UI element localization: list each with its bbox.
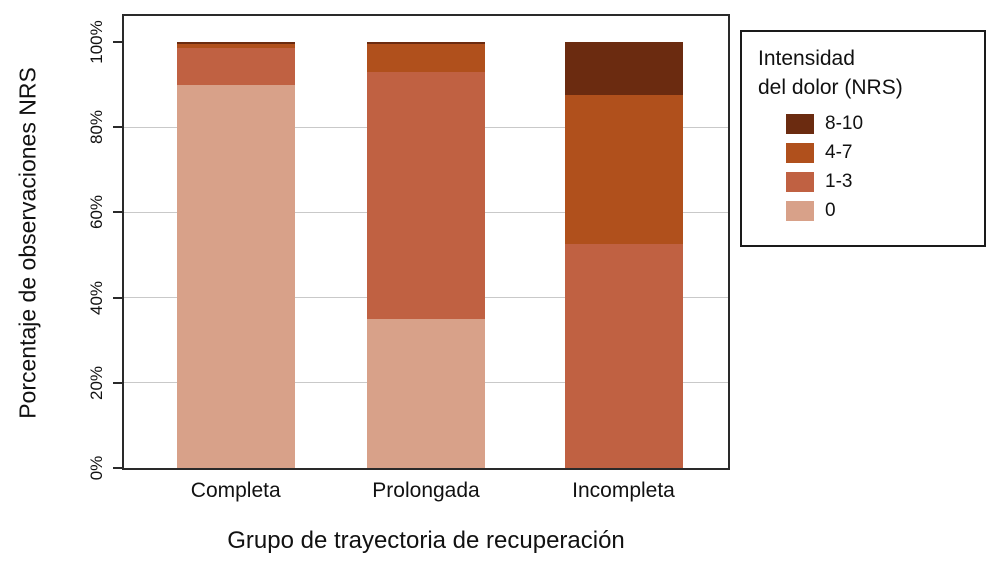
y-axis-label: Porcentaje de observaciones NRS — [14, 67, 41, 419]
y-tick-label-40: 40% — [87, 280, 106, 315]
y-tick-mark-100 — [113, 41, 122, 43]
bar-segment-incompleta-nrs-4-7 — [564, 95, 683, 245]
legend-entry-8-10: 8-10 — [786, 113, 970, 135]
x-axis-label: Grupo de trayectoria de recuperación — [227, 527, 625, 554]
bar-segment-completa-nrs-4-7 — [176, 44, 295, 49]
legend-entry-label: 8-10 — [825, 112, 864, 134]
legend-box: Intensidad del dolor (NRS) 8-10 4-7 1-3 0 — [740, 30, 986, 247]
legend-swatch-0 — [786, 200, 814, 221]
y-tick-label-80: 80% — [87, 110, 106, 145]
bar-segment-incompleta-nrs-1-3 — [564, 244, 683, 468]
bar-segment-prolongada-nrs-4-7 — [367, 44, 485, 72]
legend-swatch-8-10 — [786, 113, 814, 134]
bar-segment-prolongada-nrs-8-10 — [367, 42, 485, 45]
y-tick-mark-20 — [113, 381, 122, 384]
y-tick-mark-40 — [113, 296, 122, 299]
legend-entry-4-7: 4-7 — [786, 142, 970, 164]
y-tick-label-100: 100% — [87, 20, 106, 64]
legend-title: Intensidad del dolor (NRS) — [758, 47, 903, 100]
plot-area — [122, 14, 730, 470]
bar-segment-prolongada-nrs-0 — [367, 318, 485, 468]
legend-swatch-4-7 — [786, 142, 814, 163]
legend-entry-1-3: 1-3 — [786, 171, 970, 193]
y-tick-mark-0 — [113, 467, 122, 469]
bar-segment-completa-nrs-1-3 — [176, 48, 295, 85]
legend-entries: 8-10 4-7 1-3 0 — [786, 113, 970, 222]
x-tick-label-completa: Completa — [190, 479, 281, 502]
y-tick-label-20: 20% — [87, 365, 106, 400]
legend-entry-label: 1-3 — [825, 170, 853, 192]
legend-entry-label: 0 — [825, 199, 836, 221]
x-tick-label-prolongada: Prolongada — [372, 479, 480, 502]
y-tick-mark-60 — [113, 211, 122, 214]
bar-segment-completa-nrs-8-10 — [176, 42, 295, 45]
legend-entry-label: 4-7 — [825, 141, 853, 163]
y-tick-label-0: 0% — [87, 455, 106, 481]
legend-entry-0: 0 — [786, 200, 970, 222]
bar-segment-completa-nrs-0 — [176, 84, 295, 468]
bar-segment-incompleta-nrs-8-10 — [564, 42, 683, 96]
bar-segment-prolongada-nrs-1-3 — [367, 71, 485, 319]
x-tick-label-incompleta: Incompleta — [572, 479, 675, 502]
y-tick-label-60: 60% — [87, 195, 106, 230]
y-tick-mark-80 — [113, 126, 122, 129]
legend-swatch-1-3 — [786, 171, 814, 192]
